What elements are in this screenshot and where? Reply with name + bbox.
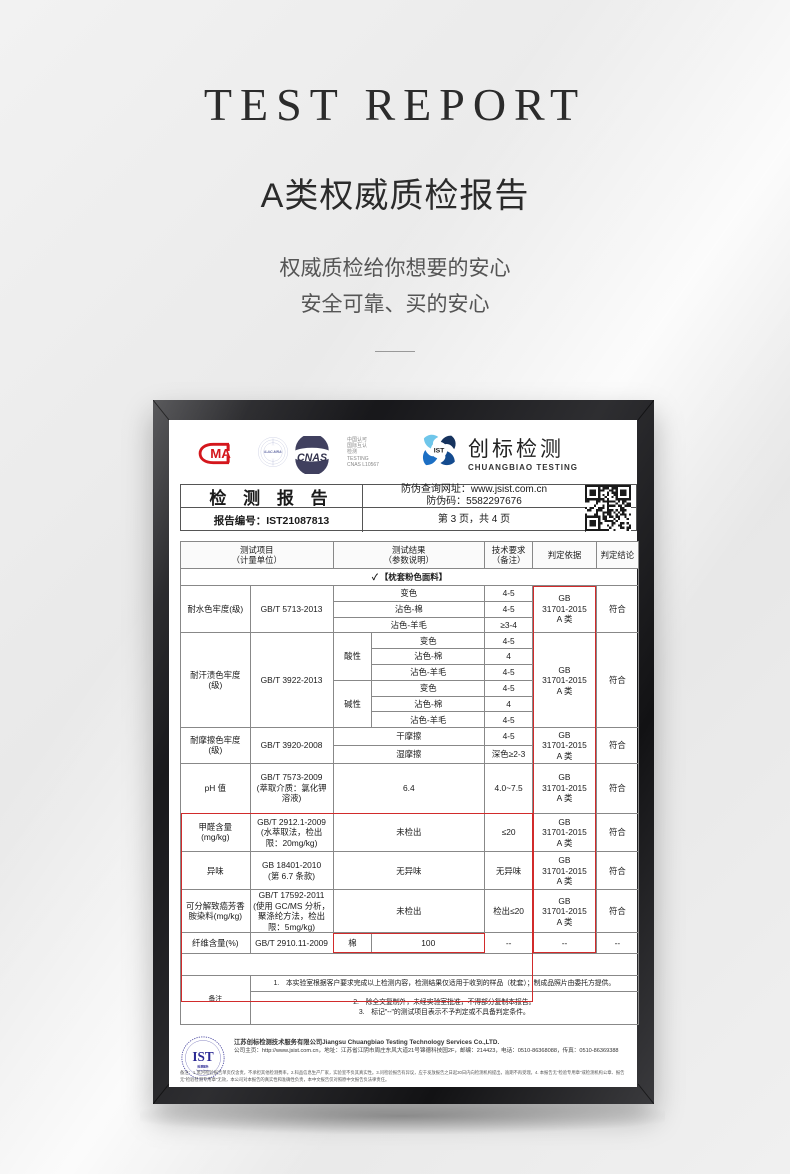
- svg-text:IST: IST: [192, 1049, 213, 1064]
- svg-text:IST: IST: [434, 448, 445, 455]
- svg-text:检测服务: 检测服务: [196, 1065, 208, 1069]
- svg-text:CNAS: CNAS: [297, 452, 327, 464]
- svg-text:ILAC-MRA: ILAC-MRA: [264, 450, 282, 454]
